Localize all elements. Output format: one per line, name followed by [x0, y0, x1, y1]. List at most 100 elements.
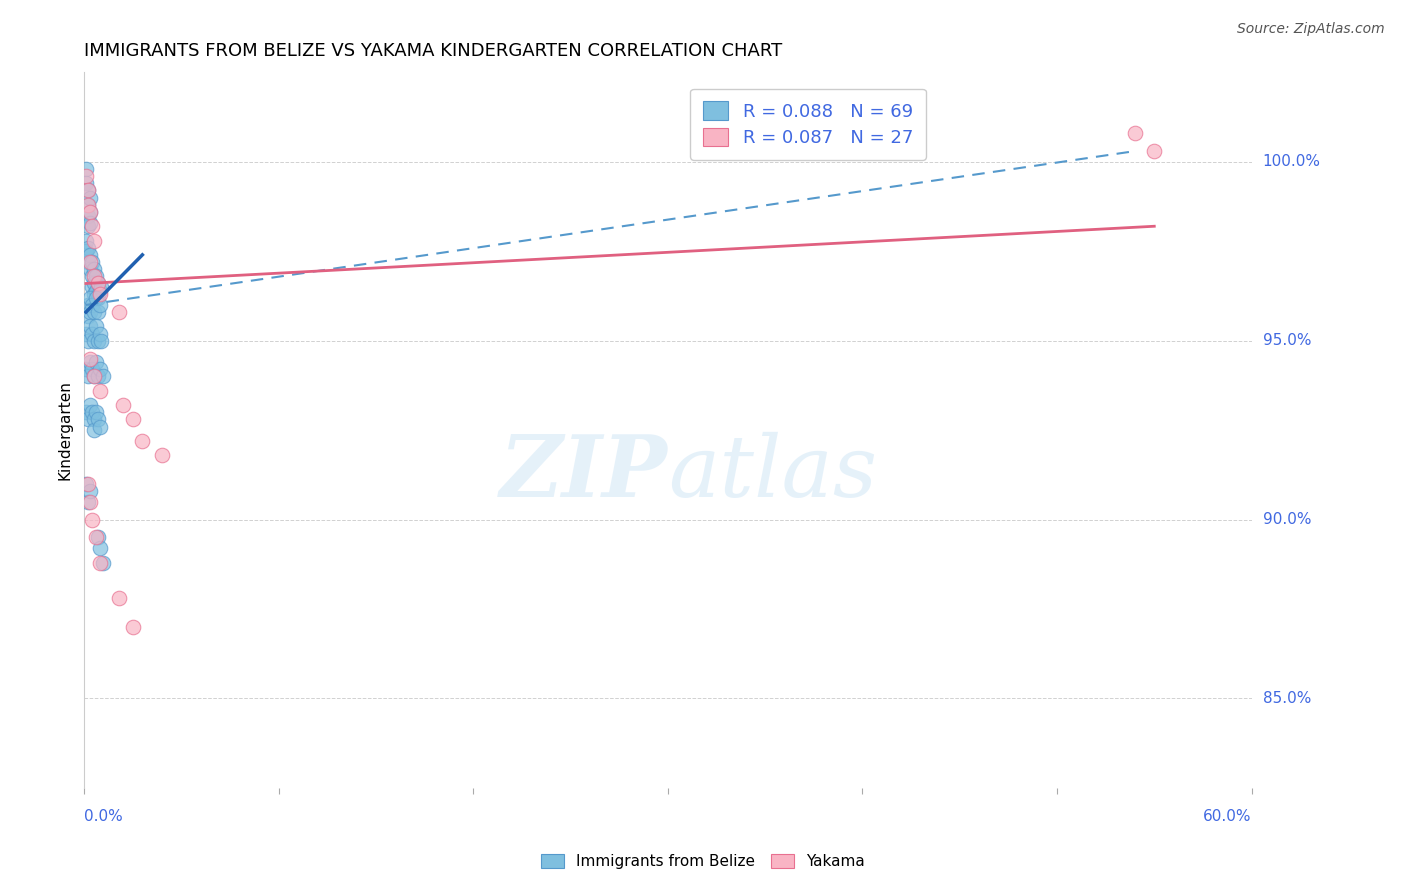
- Point: [84, 284, 107, 298]
- Legend: R = 0.088   N = 69, R = 0.087   N = 27: R = 0.088 N = 69, R = 0.087 N = 27: [690, 88, 925, 160]
- Point: [83, 369, 105, 384]
- Point: [77, 476, 100, 491]
- Text: 85.0%: 85.0%: [1263, 691, 1310, 706]
- Point: [86, 277, 108, 291]
- Point: [80, 298, 103, 312]
- Point: [83, 369, 105, 384]
- Point: [79, 483, 101, 498]
- Point: [83, 412, 105, 426]
- Point: [79, 216, 101, 230]
- Point: [77, 494, 100, 508]
- Point: [75, 405, 97, 419]
- Point: [83, 269, 105, 284]
- Point: [77, 298, 100, 312]
- Point: [79, 291, 101, 305]
- Point: [77, 219, 100, 234]
- Point: [89, 326, 111, 341]
- Point: [84, 319, 107, 334]
- Point: [83, 305, 105, 319]
- Point: [79, 355, 101, 369]
- Legend: Immigrants from Belize, Yakama: Immigrants from Belize, Yakama: [536, 847, 870, 875]
- Point: [77, 369, 100, 384]
- Point: [121, 412, 143, 426]
- Point: [93, 369, 115, 384]
- Point: [108, 591, 131, 606]
- Point: [77, 334, 100, 348]
- Point: [77, 198, 100, 212]
- Text: ZIP: ZIP: [501, 432, 668, 515]
- Point: [79, 398, 101, 412]
- Text: 90.0%: 90.0%: [1263, 512, 1312, 527]
- Point: [89, 556, 111, 570]
- Point: [75, 362, 97, 376]
- Point: [83, 277, 105, 291]
- Point: [83, 234, 105, 248]
- Point: [80, 512, 103, 526]
- Point: [86, 277, 108, 291]
- Point: [80, 219, 103, 234]
- Text: 95.0%: 95.0%: [1263, 334, 1312, 348]
- Point: [86, 291, 108, 305]
- Point: [79, 205, 101, 219]
- Point: [75, 476, 97, 491]
- Point: [79, 255, 101, 269]
- Point: [80, 405, 103, 419]
- Point: [89, 284, 111, 298]
- Point: [75, 326, 97, 341]
- Point: [75, 161, 97, 176]
- Point: [83, 262, 105, 277]
- Point: [79, 205, 101, 219]
- Point: [84, 291, 107, 305]
- Point: [84, 355, 107, 369]
- Point: [89, 384, 111, 398]
- Point: [121, 620, 143, 634]
- Text: 60.0%: 60.0%: [1204, 809, 1251, 824]
- Point: [86, 412, 108, 426]
- Point: [1143, 144, 1166, 158]
- Point: [90, 280, 112, 294]
- Point: [150, 448, 173, 462]
- Point: [80, 255, 103, 269]
- Point: [75, 169, 97, 183]
- Point: [89, 362, 111, 376]
- Point: [108, 305, 131, 319]
- Point: [89, 419, 111, 434]
- Point: [77, 198, 100, 212]
- Point: [83, 287, 105, 301]
- Point: [77, 209, 100, 223]
- Point: [86, 305, 108, 319]
- Y-axis label: Kindergarten: Kindergarten: [58, 380, 72, 480]
- Text: atlas: atlas: [668, 432, 877, 515]
- Point: [83, 423, 105, 437]
- Point: [83, 334, 105, 348]
- Point: [75, 234, 97, 248]
- Point: [86, 334, 108, 348]
- Point: [79, 494, 101, 508]
- Point: [79, 262, 101, 277]
- Point: [89, 298, 111, 312]
- Point: [93, 556, 115, 570]
- Text: 0.0%: 0.0%: [84, 809, 122, 824]
- Point: [79, 319, 101, 334]
- Point: [89, 287, 111, 301]
- Text: 100.0%: 100.0%: [1263, 154, 1320, 169]
- Point: [89, 541, 111, 556]
- Point: [1123, 126, 1146, 140]
- Point: [77, 241, 100, 255]
- Point: [77, 309, 100, 323]
- Point: [79, 305, 101, 319]
- Point: [86, 369, 108, 384]
- Point: [80, 269, 103, 284]
- Text: Source: ZipAtlas.com: Source: ZipAtlas.com: [1237, 22, 1385, 37]
- Point: [77, 255, 100, 269]
- Point: [75, 177, 97, 191]
- Point: [84, 531, 107, 545]
- Point: [80, 326, 103, 341]
- Text: IMMIGRANTS FROM BELIZE VS YAKAMA KINDERGARTEN CORRELATION CHART: IMMIGRANTS FROM BELIZE VS YAKAMA KINDERG…: [84, 42, 782, 60]
- Point: [79, 351, 101, 366]
- Point: [111, 398, 134, 412]
- Point: [77, 184, 100, 198]
- Point: [90, 334, 112, 348]
- Point: [77, 412, 100, 426]
- Point: [79, 248, 101, 262]
